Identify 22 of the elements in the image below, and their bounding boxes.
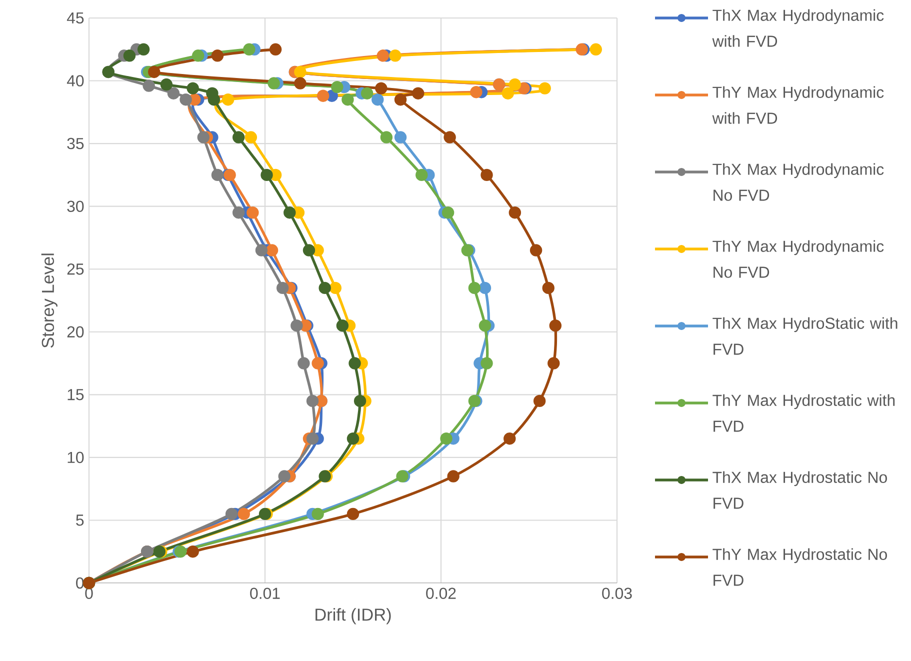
y-tick-label: 15 xyxy=(68,389,84,400)
y-tick-label: 30 xyxy=(67,200,84,212)
y-tick-label: 20 xyxy=(67,326,84,338)
x-tick-label: 0.01 xyxy=(250,588,280,599)
legend-label: ThY Max Hydrostatic No FVD xyxy=(712,548,887,586)
legend-label: ThX Max HydroStatic with FVD xyxy=(712,317,898,355)
legend-label: ThX Max Hydrodynamic with FVD xyxy=(712,9,884,47)
y-tick-label: 40 xyxy=(66,75,84,86)
y-tick-label: 5 xyxy=(76,514,84,526)
y-tick-label: 35 xyxy=(67,138,84,150)
legend-label: ThY Max Hydrostatic with FVD xyxy=(712,394,895,432)
x-tick-label: 0.03 xyxy=(602,588,632,599)
y-tick-label: 45 xyxy=(66,12,84,24)
y-axis-title: Storey Level xyxy=(41,254,58,348)
legend-label: ThX Max Hydrostatic No FVD xyxy=(712,471,887,509)
x-axis-title: Drift (IDR) xyxy=(316,608,391,624)
legend-label: ThX Max Hydrodynamic No FVD xyxy=(712,163,884,201)
y-tick-label: 25 xyxy=(67,263,84,275)
x-tick-label: 0.02 xyxy=(426,588,456,599)
legend-label: ThY Max Hydrodynamic No FVD xyxy=(712,240,884,278)
legend-label: ThY Max Hydrodynamic with FVD xyxy=(712,86,884,124)
y-tick-label: 10 xyxy=(68,452,84,464)
